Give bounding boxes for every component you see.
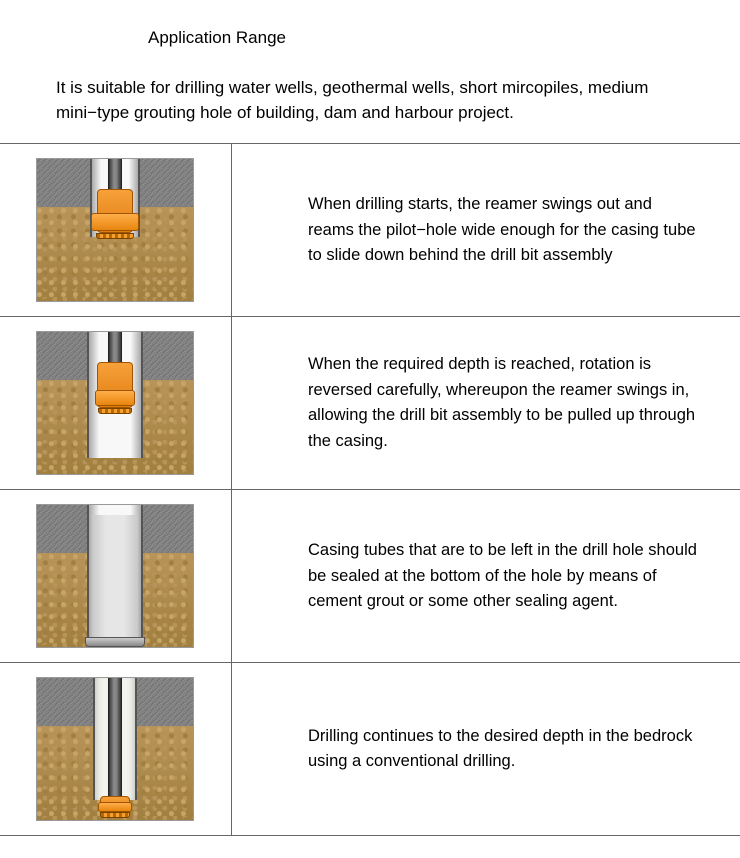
- step-image-cell: [0, 663, 232, 835]
- step-row: When the required depth is reached, rota…: [0, 317, 740, 490]
- drill-pipe: [108, 332, 122, 362]
- step-row: Casing tubes that are to be left in the …: [0, 490, 740, 663]
- casing-shoe: [85, 637, 145, 647]
- steps-table: When drilling starts, the reamer swings …: [0, 143, 740, 836]
- step-image-cell: [0, 490, 232, 662]
- intro-paragraph: It is suitable for drilling water wells,…: [0, 48, 740, 143]
- step-row: When drilling starts, the reamer swings …: [0, 144, 740, 317]
- reamer-shoulder: [91, 213, 139, 231]
- reamer-shoulder: [95, 390, 135, 406]
- drill-diagram-2: [36, 331, 194, 475]
- step-text: When drilling starts, the reamer swings …: [232, 144, 740, 316]
- drill-diagram-3: [36, 504, 194, 648]
- cement-grout: [92, 515, 138, 643]
- drill-diagram-1: [36, 158, 194, 302]
- reamer-shoulder: [98, 802, 132, 812]
- drill-bit-teeth: [98, 408, 132, 414]
- step-row: Drilling continues to the desired depth …: [0, 663, 740, 836]
- step-image-cell: [0, 144, 232, 316]
- step-image-cell: [0, 317, 232, 489]
- drill-diagram-4: [36, 677, 194, 821]
- page-title: Application Range: [0, 0, 740, 48]
- drill-pipe: [108, 159, 122, 189]
- step-text: Drilling continues to the desired depth …: [232, 663, 740, 835]
- drill-pipe: [108, 678, 122, 796]
- step-text: When the required depth is reached, rota…: [232, 317, 740, 489]
- step-text: Casing tubes that are to be left in the …: [232, 490, 740, 662]
- drill-bit-teeth: [100, 812, 130, 818]
- drill-bit-teeth: [96, 233, 134, 239]
